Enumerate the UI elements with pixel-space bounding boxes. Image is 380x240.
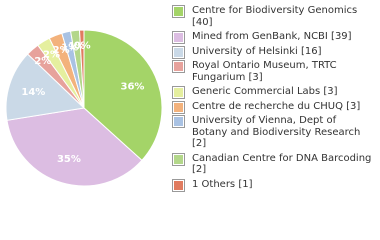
legend-entry: 1 Others [1] <box>172 178 373 192</box>
legend-label: Mined from GenBank, NCBI [39] <box>192 31 352 42</box>
legend-entry: Generic Commercial Labs [3] <box>172 86 373 99</box>
legend-swatch <box>172 178 185 192</box>
legend: Centre for Biodiversity Genomics [40] Min… <box>172 5 373 193</box>
legend-entry: Centre de recherche du CHUQ [3] <box>172 100 373 114</box>
pie-slice <box>78 29 85 109</box>
legend-swatch <box>172 5 185 18</box>
legend-entry: University of Helsinki [16] <box>172 45 373 59</box>
pie-slice <box>5 53 86 121</box>
slice-label: 2% <box>43 50 60 61</box>
legend-entry: Mined from GenBank, NCBI [39] <box>172 31 373 44</box>
legend-label: University of Vienna, Dept of Botany and… <box>192 115 361 149</box>
legend-label: Generic Commercial Labs [3] <box>192 86 338 97</box>
legend-entry: University of Vienna, Dept of Botany and… <box>172 115 373 150</box>
legend-label: 1 Others [1] <box>192 178 253 190</box>
legend-swatch <box>172 45 185 59</box>
slice-label: 0% <box>74 41 91 52</box>
legend-label: Centre de recherche du CHUQ [3] <box>192 100 361 112</box>
slice-label: 2% <box>53 45 70 56</box>
slice-label: 14% <box>21 87 45 98</box>
legend-swatch <box>172 100 185 114</box>
pie-slice <box>83 29 163 162</box>
slice-label: 2% <box>34 56 51 67</box>
legend-entry: Centre for Biodiversity Genomics [40] <box>172 5 373 28</box>
pie: 36%35%14%2%2%2%1%1%0% <box>5 29 163 187</box>
legend-label: Centre for Biodiversity Genomics [40] <box>192 5 358 28</box>
legend-swatch <box>172 31 185 44</box>
slice-label: 35% <box>57 154 81 165</box>
legend-swatch <box>172 115 185 128</box>
legend-swatch <box>172 86 185 99</box>
slice-label: 1% <box>68 41 85 52</box>
pie-slice <box>6 107 143 187</box>
slice-label: 1% <box>61 42 78 53</box>
legend-entry: Canadian Centre for DNA Barcoding [2] <box>172 152 373 176</box>
legend-label: Canadian Centre for DNA Barcoding [2] <box>192 152 372 176</box>
legend-swatch <box>172 60 185 73</box>
legend-label: University of Helsinki [16] <box>192 45 322 57</box>
legend-label: Royal Ontario Museum, TRTC Fungarium [3] <box>192 60 337 83</box>
slice-label: 36% <box>121 81 145 92</box>
legend-entry: Royal Ontario Museum, TRTC Fungarium [3] <box>172 60 373 83</box>
legend-swatch <box>172 152 185 166</box>
